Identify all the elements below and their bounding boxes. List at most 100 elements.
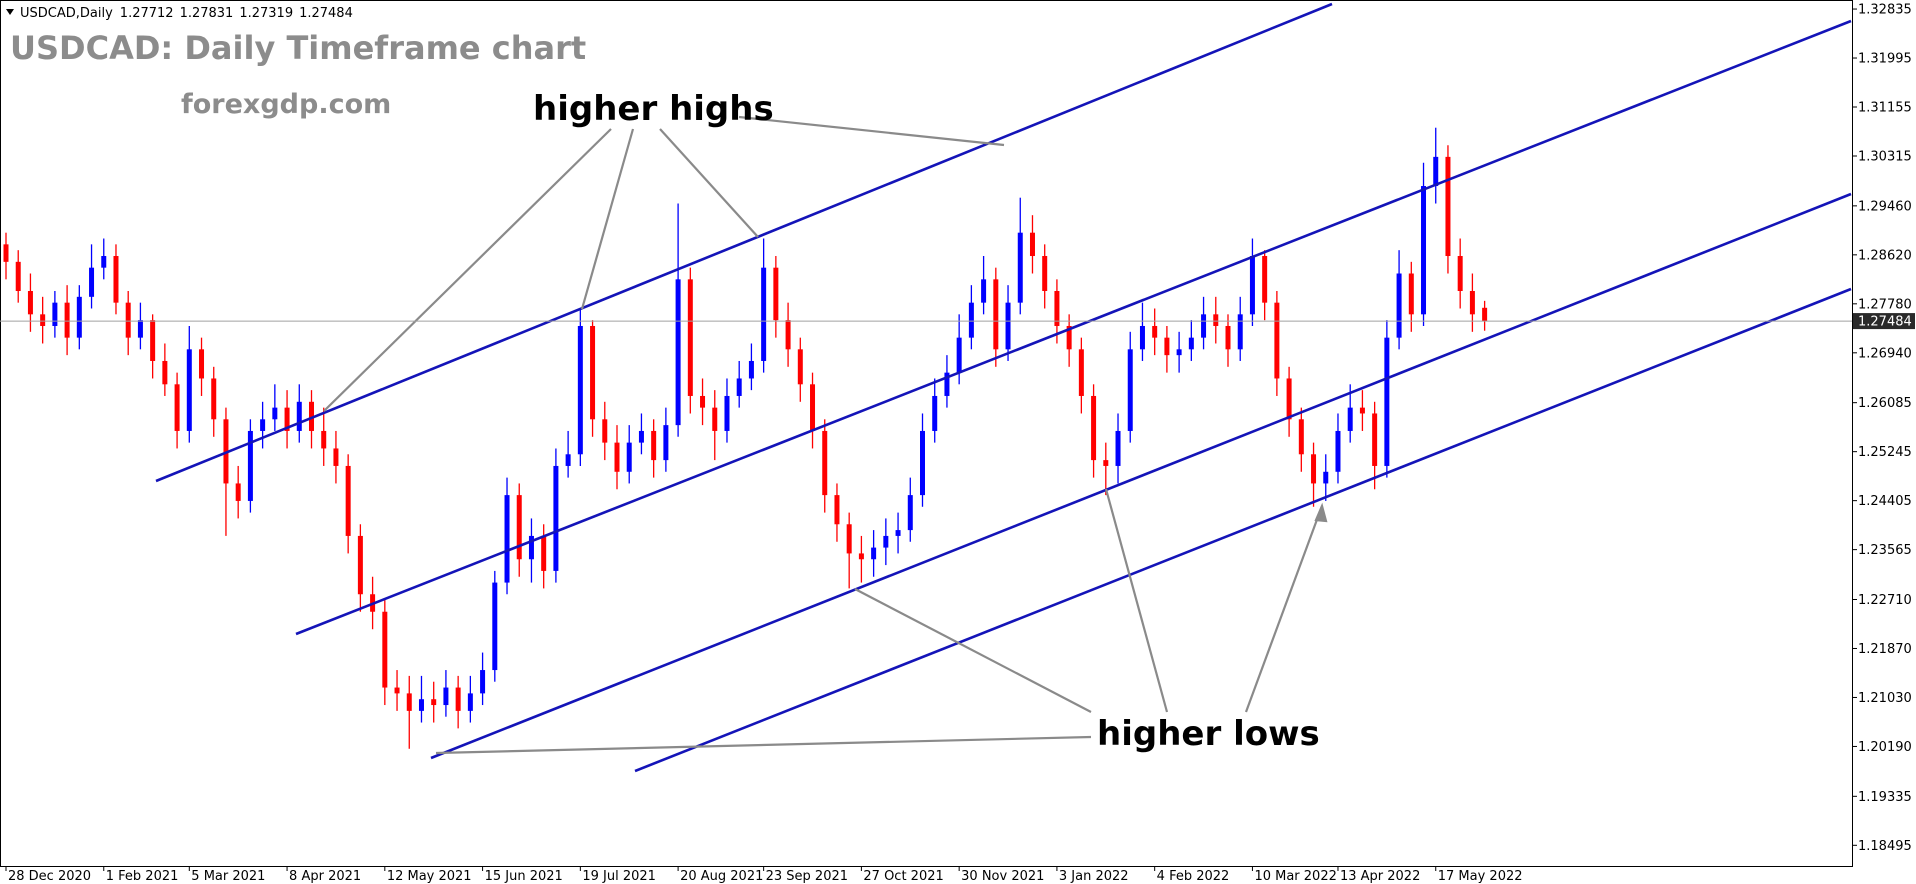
high-value: 1.27831 — [180, 6, 234, 21]
x-tick-label: 5 Mar 2021 — [191, 869, 265, 884]
candle-body — [687, 279, 693, 396]
candle-body — [1372, 413, 1378, 466]
candle-body — [309, 401, 314, 431]
pointer-lines — [323, 115, 1328, 755]
x-tick-label: 10 Mar 2022 — [1254, 869, 1336, 884]
candle-body — [968, 302, 974, 338]
open-value: 1.27712 — [120, 6, 174, 21]
candle-body — [712, 407, 718, 431]
candle-body — [785, 320, 791, 350]
candle-body — [907, 495, 913, 531]
candle-body — [553, 465, 559, 571]
candle-body — [394, 687, 400, 694]
candle-body — [1201, 314, 1207, 338]
candle-body — [1469, 290, 1475, 315]
x-tick-label: 20 Aug 2021 — [680, 869, 763, 884]
pointer-line — [580, 128, 635, 310]
candle-body — [321, 430, 327, 449]
low-value: 1.27319 — [239, 6, 293, 21]
candle-body — [150, 320, 156, 361]
candle-body — [101, 256, 107, 268]
trendlines — [155, 2, 1852, 773]
pointer-line — [738, 115, 1005, 147]
candle-body — [1005, 302, 1011, 350]
candle-body — [1054, 290, 1060, 326]
candle-body — [736, 378, 742, 396]
candle-body — [1457, 256, 1463, 291]
pointer-line — [1244, 505, 1324, 713]
candle-body — [1152, 325, 1158, 338]
candle-body — [1421, 186, 1427, 315]
annotation: higher highs — [533, 89, 774, 129]
x-tick-label: 1 Feb 2021 — [106, 869, 179, 884]
candle-body — [1029, 232, 1035, 257]
candle-body — [700, 395, 706, 408]
y-tick-label: 1.24405 — [1858, 494, 1912, 509]
candle-body — [822, 430, 828, 496]
candle-body — [883, 535, 889, 548]
candle-body — [125, 302, 131, 338]
candle-body — [1335, 430, 1341, 472]
candle-body — [406, 693, 412, 711]
candle-body — [1274, 302, 1280, 379]
pointer-line — [854, 588, 1092, 713]
y-tick-label: 1.21030 — [1858, 691, 1912, 706]
candle-body — [137, 320, 143, 338]
candle-body — [3, 244, 9, 262]
candle-body — [1249, 256, 1255, 315]
candle-body — [993, 279, 999, 350]
candle-body — [89, 267, 95, 297]
y-tick-label: 1.22710 — [1858, 593, 1912, 608]
candle-body — [455, 687, 461, 711]
x-tick-label: 12 May 2021 — [387, 869, 472, 884]
candle-body — [1225, 325, 1231, 350]
candle-body — [748, 360, 754, 379]
candle-body — [895, 530, 901, 536]
y-tick-label: 1.31995 — [1858, 52, 1912, 67]
candle-body — [956, 337, 962, 373]
last-price-box — [1853, 313, 1915, 330]
candle-body — [382, 611, 388, 688]
x-tick-label: 13 Apr 2022 — [1340, 869, 1420, 884]
y-tick-label: 1.29460 — [1858, 199, 1912, 214]
candle-body — [345, 465, 351, 536]
candle-body — [1139, 325, 1145, 350]
candle-body — [296, 401, 302, 431]
y-tick-label: 1.23565 — [1858, 543, 1912, 558]
symbol: USDCAD,Daily — [20, 6, 113, 21]
close-value: 1.27484 — [299, 6, 353, 21]
candle-body — [541, 535, 547, 571]
trendline — [634, 287, 1852, 773]
candle-body — [932, 395, 938, 431]
candle-body — [797, 349, 803, 385]
plot-frame — [0, 0, 1853, 867]
candle-body — [590, 325, 596, 420]
y-tick-label: 1.28620 — [1858, 248, 1912, 263]
candle-body — [528, 535, 534, 560]
candle-body — [871, 547, 877, 560]
pointer-line — [659, 128, 759, 238]
chart-title: USDCAD: Daily Timeframe chart — [10, 29, 586, 67]
candle-body — [944, 372, 950, 396]
x-tick-label: 30 Nov 2021 — [961, 869, 1044, 884]
candle-body — [626, 442, 632, 472]
candle-body — [920, 430, 925, 496]
candle-body — [565, 454, 571, 466]
candle-body — [1127, 349, 1133, 431]
annotation: higher lows — [1097, 714, 1320, 754]
x-tick-label: 23 Sep 2021 — [766, 869, 848, 884]
candle-body — [1408, 273, 1414, 315]
candle-body — [480, 670, 486, 694]
candle-body — [1262, 256, 1268, 303]
candle-body — [1311, 454, 1317, 484]
trendline — [155, 2, 1333, 483]
candle-body — [638, 430, 644, 443]
y-tick-label: 1.25245 — [1858, 445, 1912, 460]
y-tick-label: 1.20190 — [1858, 740, 1912, 755]
candle-body — [1176, 349, 1182, 356]
candle-body — [1433, 156, 1439, 187]
candle-body — [516, 495, 522, 560]
candle-body — [284, 407, 290, 431]
candle-body — [15, 261, 21, 291]
candle-body — [1298, 419, 1304, 455]
